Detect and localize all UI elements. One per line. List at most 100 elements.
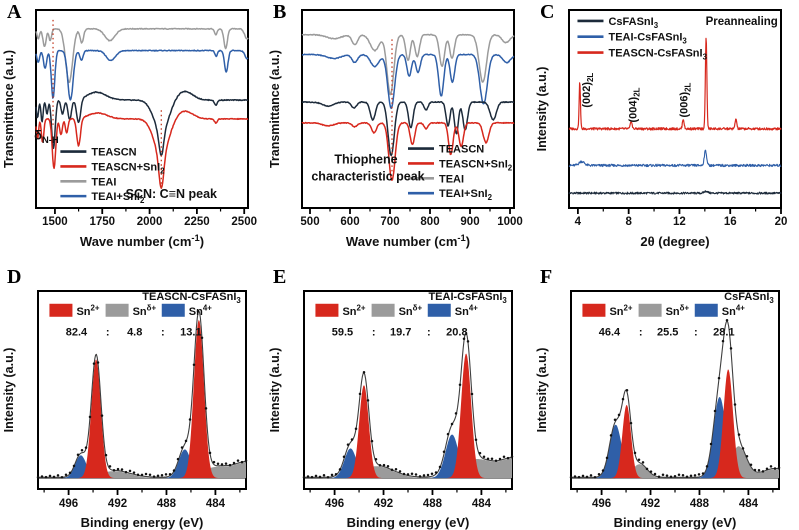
data-point [124,470,128,474]
data-point [745,454,749,458]
x-tick-label: 492 [641,498,660,510]
data-point [386,465,390,468]
x-tick-label: 500 [300,216,319,228]
data-point [677,473,681,477]
data-point [470,392,474,396]
legend: Sn2+ Snδ+ Sn4+ [582,304,745,318]
data-point [506,456,510,460]
data-point [685,475,689,479]
data-point [661,473,665,477]
data-point [466,340,470,343]
legend-swatch-sn-2 [49,303,73,317]
data-point [140,473,144,477]
ratio-value: 46.4 [599,327,621,339]
data-point [398,470,402,473]
data-point [741,447,745,450]
data-point [713,409,717,413]
data-point [232,461,236,465]
x-tick-label: 492 [108,498,127,510]
y-axis-title: Intensity (a.u.) [2,348,16,433]
data-point [474,438,478,441]
y-axis-title: Transmittance (a.u.) [2,50,16,168]
data-point [717,376,721,380]
ratio-value: 28.1 [713,327,734,339]
x-axis-title: Wave number (cm-1) [80,232,204,249]
x-axis-title: Wave number (cm-1) [346,232,470,249]
thiophene-label-line1: Thiophene [334,152,397,166]
data-point [450,422,454,426]
scn-peak-label: SCN: C≡N peak [126,187,217,201]
data-point [80,449,84,452]
data-point [148,473,152,476]
data-point [44,475,48,479]
series-teascn-line [35,90,249,157]
legend: Sn2+ Snδ+ Sn4+ [315,304,478,318]
legend-label-teascn-sni-2: TEASCN+SnI2 [439,158,513,172]
data-point [478,451,482,455]
ratio-value: 82.4 [66,327,88,339]
peak-006-label: (006)2L [679,82,693,117]
data-point [244,459,248,462]
data-point [585,475,589,479]
data-point [486,457,490,460]
ratio-value: 59.5 [332,327,353,339]
data-point [406,473,410,476]
legend-label-teascn: TEASCN [91,147,136,159]
data-point [673,475,677,478]
data-point [681,473,685,477]
legend-swatch-sn [638,303,662,317]
legend-label-teai: TEAI [91,176,116,188]
legend-label-sn: Snδ+ [399,304,423,318]
panel-label-e: E [273,266,287,288]
data-point [374,457,378,461]
data-point [641,461,645,464]
legend-label-teascn: TEASCN [439,144,484,156]
x-axis-title: 2θ (degree) [640,234,709,249]
data-point [665,474,669,477]
data-point [176,457,180,461]
data-point [621,397,625,401]
data-point [777,466,781,470]
data-point [224,462,228,465]
legend-label-sn: Snδ+ [666,304,690,318]
data-point [689,474,693,478]
data-point [430,472,434,475]
legend-label-teai-csfasni-3: TEAI-CsFASnI3 [608,32,687,46]
y-axis-title: Intensity (a.u.) [535,348,549,433]
x-tick-label: 484 [206,498,226,510]
legend-label-sn-2: Sn2+ [76,304,99,318]
ratio-value: 13.1 [180,327,201,339]
legend-label-sn: Snδ+ [133,304,157,318]
legend: Sn2+ Snδ+ Sn4+ [49,304,212,318]
data-point [510,455,514,458]
data-point [56,474,60,477]
series-teascn-sni2-line [35,110,249,189]
panel-label-b: B [273,1,287,23]
data-point [310,475,314,479]
data-point [346,443,350,446]
data-point [625,388,629,392]
panel-label-a: A [7,1,22,23]
data-point [410,472,414,475]
peak-002-label: (002)2L [581,73,595,108]
data-point [144,472,148,476]
x-axis-title: Binding energy (eV) [81,515,204,530]
data-point [180,446,184,449]
data-point [378,464,382,467]
data-point [709,442,713,446]
data-point [48,474,52,478]
ratio-values: 59.5: 19.7: 20.8 [332,327,468,339]
data-point [302,475,306,479]
data-point [168,472,172,476]
legend-swatch-sn-2 [582,303,606,317]
panel-c-plot: 4 8 12 16 20 2θ (degree) Intensity (a.u.) CsFAS… [535,9,787,249]
xps-data-points [569,319,781,479]
x-axis-title: Binding energy (eV) [347,515,470,530]
xps-data-points [36,309,248,479]
x-tick-label: 1500 [42,216,68,228]
legend-label-teascn-csfasni-3: TEASCN-CsFASnI3 [608,48,707,62]
data-point [350,438,354,441]
data-point [390,468,394,471]
data-point [442,450,446,453]
series-teascn-line [301,100,515,157]
